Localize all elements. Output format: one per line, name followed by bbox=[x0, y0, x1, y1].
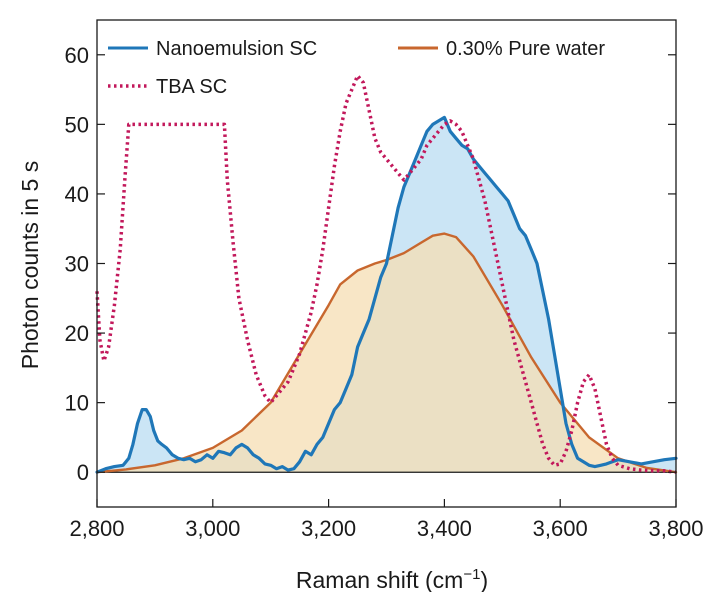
legend-label: 0.30% Pure water bbox=[446, 38, 605, 60]
x-tick-label: 3,600 bbox=[533, 516, 588, 541]
legend-label: Nanoemulsion SC bbox=[156, 38, 317, 60]
y-tick-label: 60 bbox=[65, 43, 89, 68]
x-tick-label: 3,200 bbox=[301, 516, 356, 541]
series-line-0 bbox=[95, 115, 678, 474]
x-tick-label: 2,800 bbox=[69, 516, 124, 541]
y-tick-label: 0 bbox=[77, 460, 89, 485]
x-tick-label: 3,400 bbox=[417, 516, 472, 541]
x-axis-label: Raman shift (cm−1) bbox=[296, 566, 488, 592]
area-fill-1 bbox=[97, 233, 676, 473]
y-axis-ticks: 0 10 20 30 40 50 60 bbox=[65, 43, 676, 485]
legend-label: TBA SC bbox=[156, 76, 227, 98]
y-tick-label: 20 bbox=[65, 321, 89, 346]
x-axis-ticks: 2,800 3,000 3,200 3,400 3,600 3,800 bbox=[69, 499, 704, 541]
x-tick-label: 3,800 bbox=[648, 516, 703, 541]
y-tick-label: 50 bbox=[65, 112, 89, 137]
y-axis-label: Photon counts in 5 s bbox=[17, 161, 43, 369]
area-fills bbox=[97, 117, 676, 473]
y-tick-label: 10 bbox=[65, 391, 89, 416]
series-line-2 bbox=[95, 73, 677, 474]
series-line-1 bbox=[95, 232, 678, 474]
series-lines bbox=[95, 73, 678, 474]
y-tick-label: 40 bbox=[65, 182, 89, 207]
legend: Nanoemulsion SC 0.30% Pure water TBA SC bbox=[108, 38, 605, 98]
y-tick-label: 30 bbox=[65, 252, 89, 277]
x-tick-label: 3,000 bbox=[185, 516, 240, 541]
